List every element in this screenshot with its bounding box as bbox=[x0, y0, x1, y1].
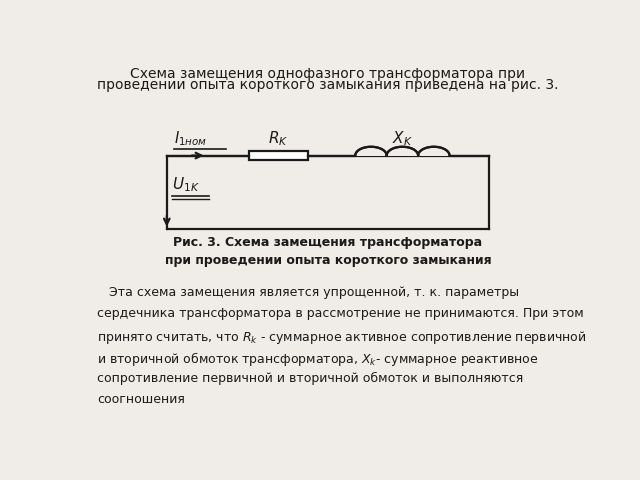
Text: $\mathbf{\mathit{I}}_{1\mathit{н}\mathit{о}\mathit{м}}$: $\mathbf{\mathit{I}}_{1\mathit{н}\mathit… bbox=[174, 130, 207, 148]
Text: и вторичной обмоток трансформатора, $\mathit{X}_k$- суммарное реактивное: и вторичной обмоток трансформатора, $\ma… bbox=[97, 350, 539, 368]
Text: сердечника трансформатора в рассмотрение не принимаются. При этом: сердечника трансформатора в рассмотрение… bbox=[97, 308, 584, 321]
Text: $\mathbf{\mathit{X}}_{\mathbf{\mathit{K}}}$: $\mathbf{\mathit{X}}_{\mathbf{\mathit{K}… bbox=[392, 130, 413, 148]
Bar bbox=[355, 136, 449, 156]
Text: Рис. 3. Схема замещения трансформатора
при проведении опыта короткого замыкания: Рис. 3. Схема замещения трансформатора п… bbox=[164, 236, 492, 267]
Text: соогношения: соогношения bbox=[97, 393, 185, 406]
Text: проведении опыта короткого замыкания приведена на рис. 3.: проведении опыта короткого замыкания при… bbox=[97, 78, 559, 92]
Text: сопротивление первичной и вторичной обмоток и выполняются: сопротивление первичной и вторичной обмо… bbox=[97, 372, 524, 385]
Text: Схема замещения однофазного трансформатора при: Схема замещения однофазного трансформато… bbox=[131, 67, 525, 81]
Text: $\mathbf{\mathit{U}}_{\mathbf{\mathit{1K}}}$: $\mathbf{\mathit{U}}_{\mathbf{\mathit{1K… bbox=[172, 176, 200, 194]
Text: $\mathbf{\mathit{R}}_{\mathbf{\mathit{K}}}$: $\mathbf{\mathit{R}}_{\mathbf{\mathit{K}… bbox=[268, 130, 289, 148]
Bar bbox=[249, 152, 308, 160]
Text: Эта схема замещения является упрощенной, т. к. параметры: Эта схема замещения является упрощенной,… bbox=[97, 286, 520, 299]
Text: принято считать, что $\mathit{R}_k$ - суммарное активное сопротивление первичной: принято считать, что $\mathit{R}_k$ - су… bbox=[97, 329, 587, 346]
